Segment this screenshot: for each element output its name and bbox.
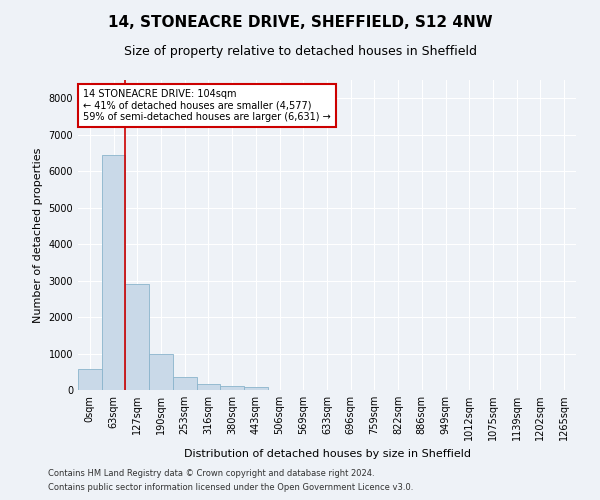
- Bar: [149, 354, 173, 390]
- Bar: [244, 386, 268, 390]
- Text: Size of property relative to detached houses in Sheffield: Size of property relative to detached ho…: [124, 45, 476, 58]
- Text: Contains public sector information licensed under the Open Government Licence v3: Contains public sector information licen…: [48, 484, 413, 492]
- Bar: [102, 156, 125, 390]
- Bar: [173, 377, 197, 390]
- Bar: [78, 369, 102, 390]
- Y-axis label: Number of detached properties: Number of detached properties: [33, 148, 43, 322]
- Bar: [125, 284, 149, 390]
- Bar: [220, 386, 244, 390]
- Text: 14 STONEACRE DRIVE: 104sqm
← 41% of detached houses are smaller (4,577)
59% of s: 14 STONEACRE DRIVE: 104sqm ← 41% of deta…: [83, 90, 331, 122]
- Bar: [197, 384, 220, 390]
- Text: 14, STONEACRE DRIVE, SHEFFIELD, S12 4NW: 14, STONEACRE DRIVE, SHEFFIELD, S12 4NW: [107, 15, 493, 30]
- X-axis label: Distribution of detached houses by size in Sheffield: Distribution of detached houses by size …: [184, 448, 470, 458]
- Text: Contains HM Land Registry data © Crown copyright and database right 2024.: Contains HM Land Registry data © Crown c…: [48, 468, 374, 477]
